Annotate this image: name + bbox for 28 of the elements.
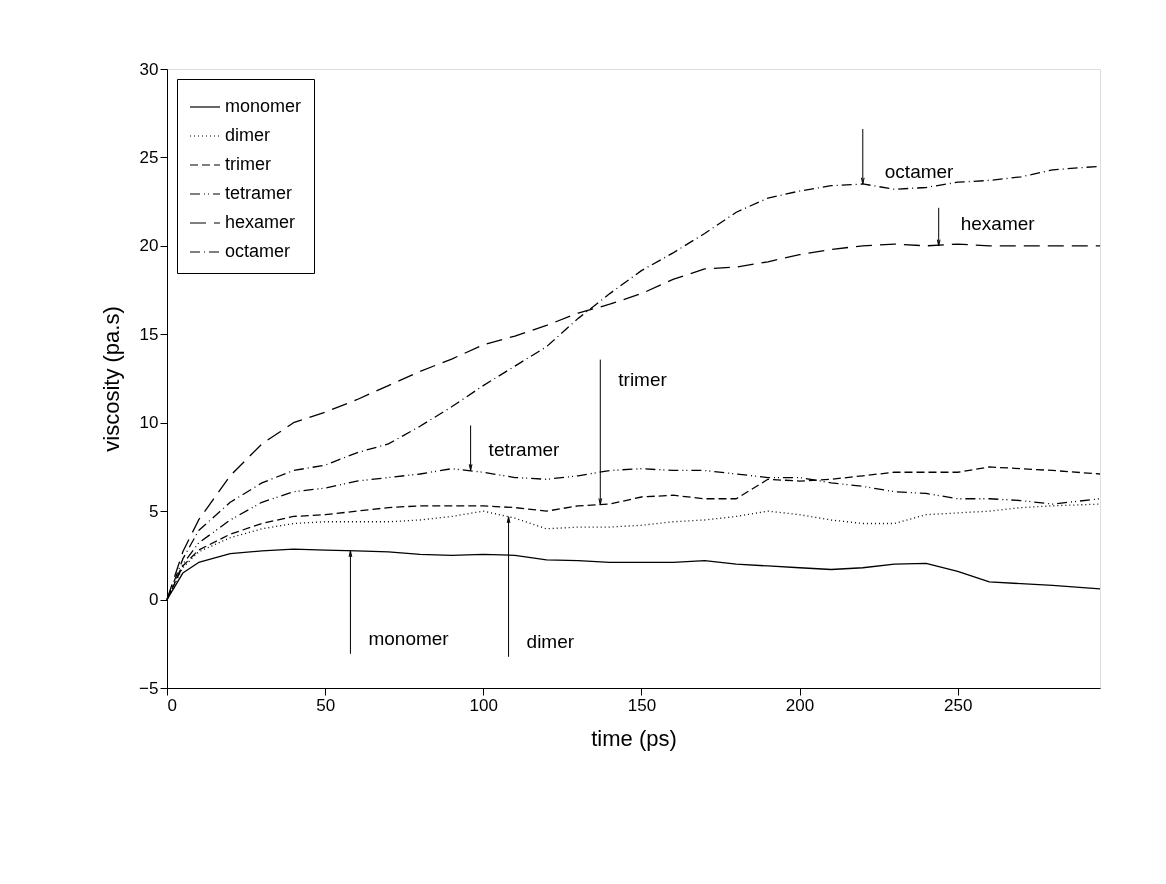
legend-label: tetramer [225, 183, 293, 203]
y-tick-label: 10 [139, 413, 159, 433]
annotation: dimer [526, 630, 575, 652]
legend-label: monomer [225, 96, 302, 116]
x-tick-label: 100 [469, 695, 498, 715]
annotation: hexamer [960, 212, 1036, 234]
x-tick-label: 200 [785, 695, 815, 715]
x-tick-label: 0 [167, 695, 177, 715]
y-tick-label: 25 [139, 147, 159, 167]
x-tick-label: 150 [627, 695, 657, 715]
legend-label: octamer [225, 241, 291, 261]
x-tick-label: 250 [943, 695, 973, 715]
legend-label: trimer [225, 154, 271, 174]
y-tick-label: 15 [139, 324, 159, 344]
legend-label: hexamer [225, 212, 296, 232]
y-tick-label: 0 [149, 590, 159, 610]
annotation: octamer [884, 160, 955, 182]
annotation: tetramer [488, 439, 561, 461]
y-tick-label: 30 [139, 59, 159, 79]
legend-label: dimer [225, 125, 271, 145]
y-tick-label: 5 [149, 501, 159, 521]
x-axis-title: time (ps) [591, 725, 677, 751]
x-tick-label: 50 [316, 695, 336, 715]
y-axis-title: viscosity (pa.s) [99, 306, 125, 452]
annotation: trimer [618, 368, 668, 390]
annotation: monomer [368, 627, 450, 649]
y-tick-label: 20 [139, 236, 159, 256]
y-tick-label: −5 [139, 678, 159, 698]
